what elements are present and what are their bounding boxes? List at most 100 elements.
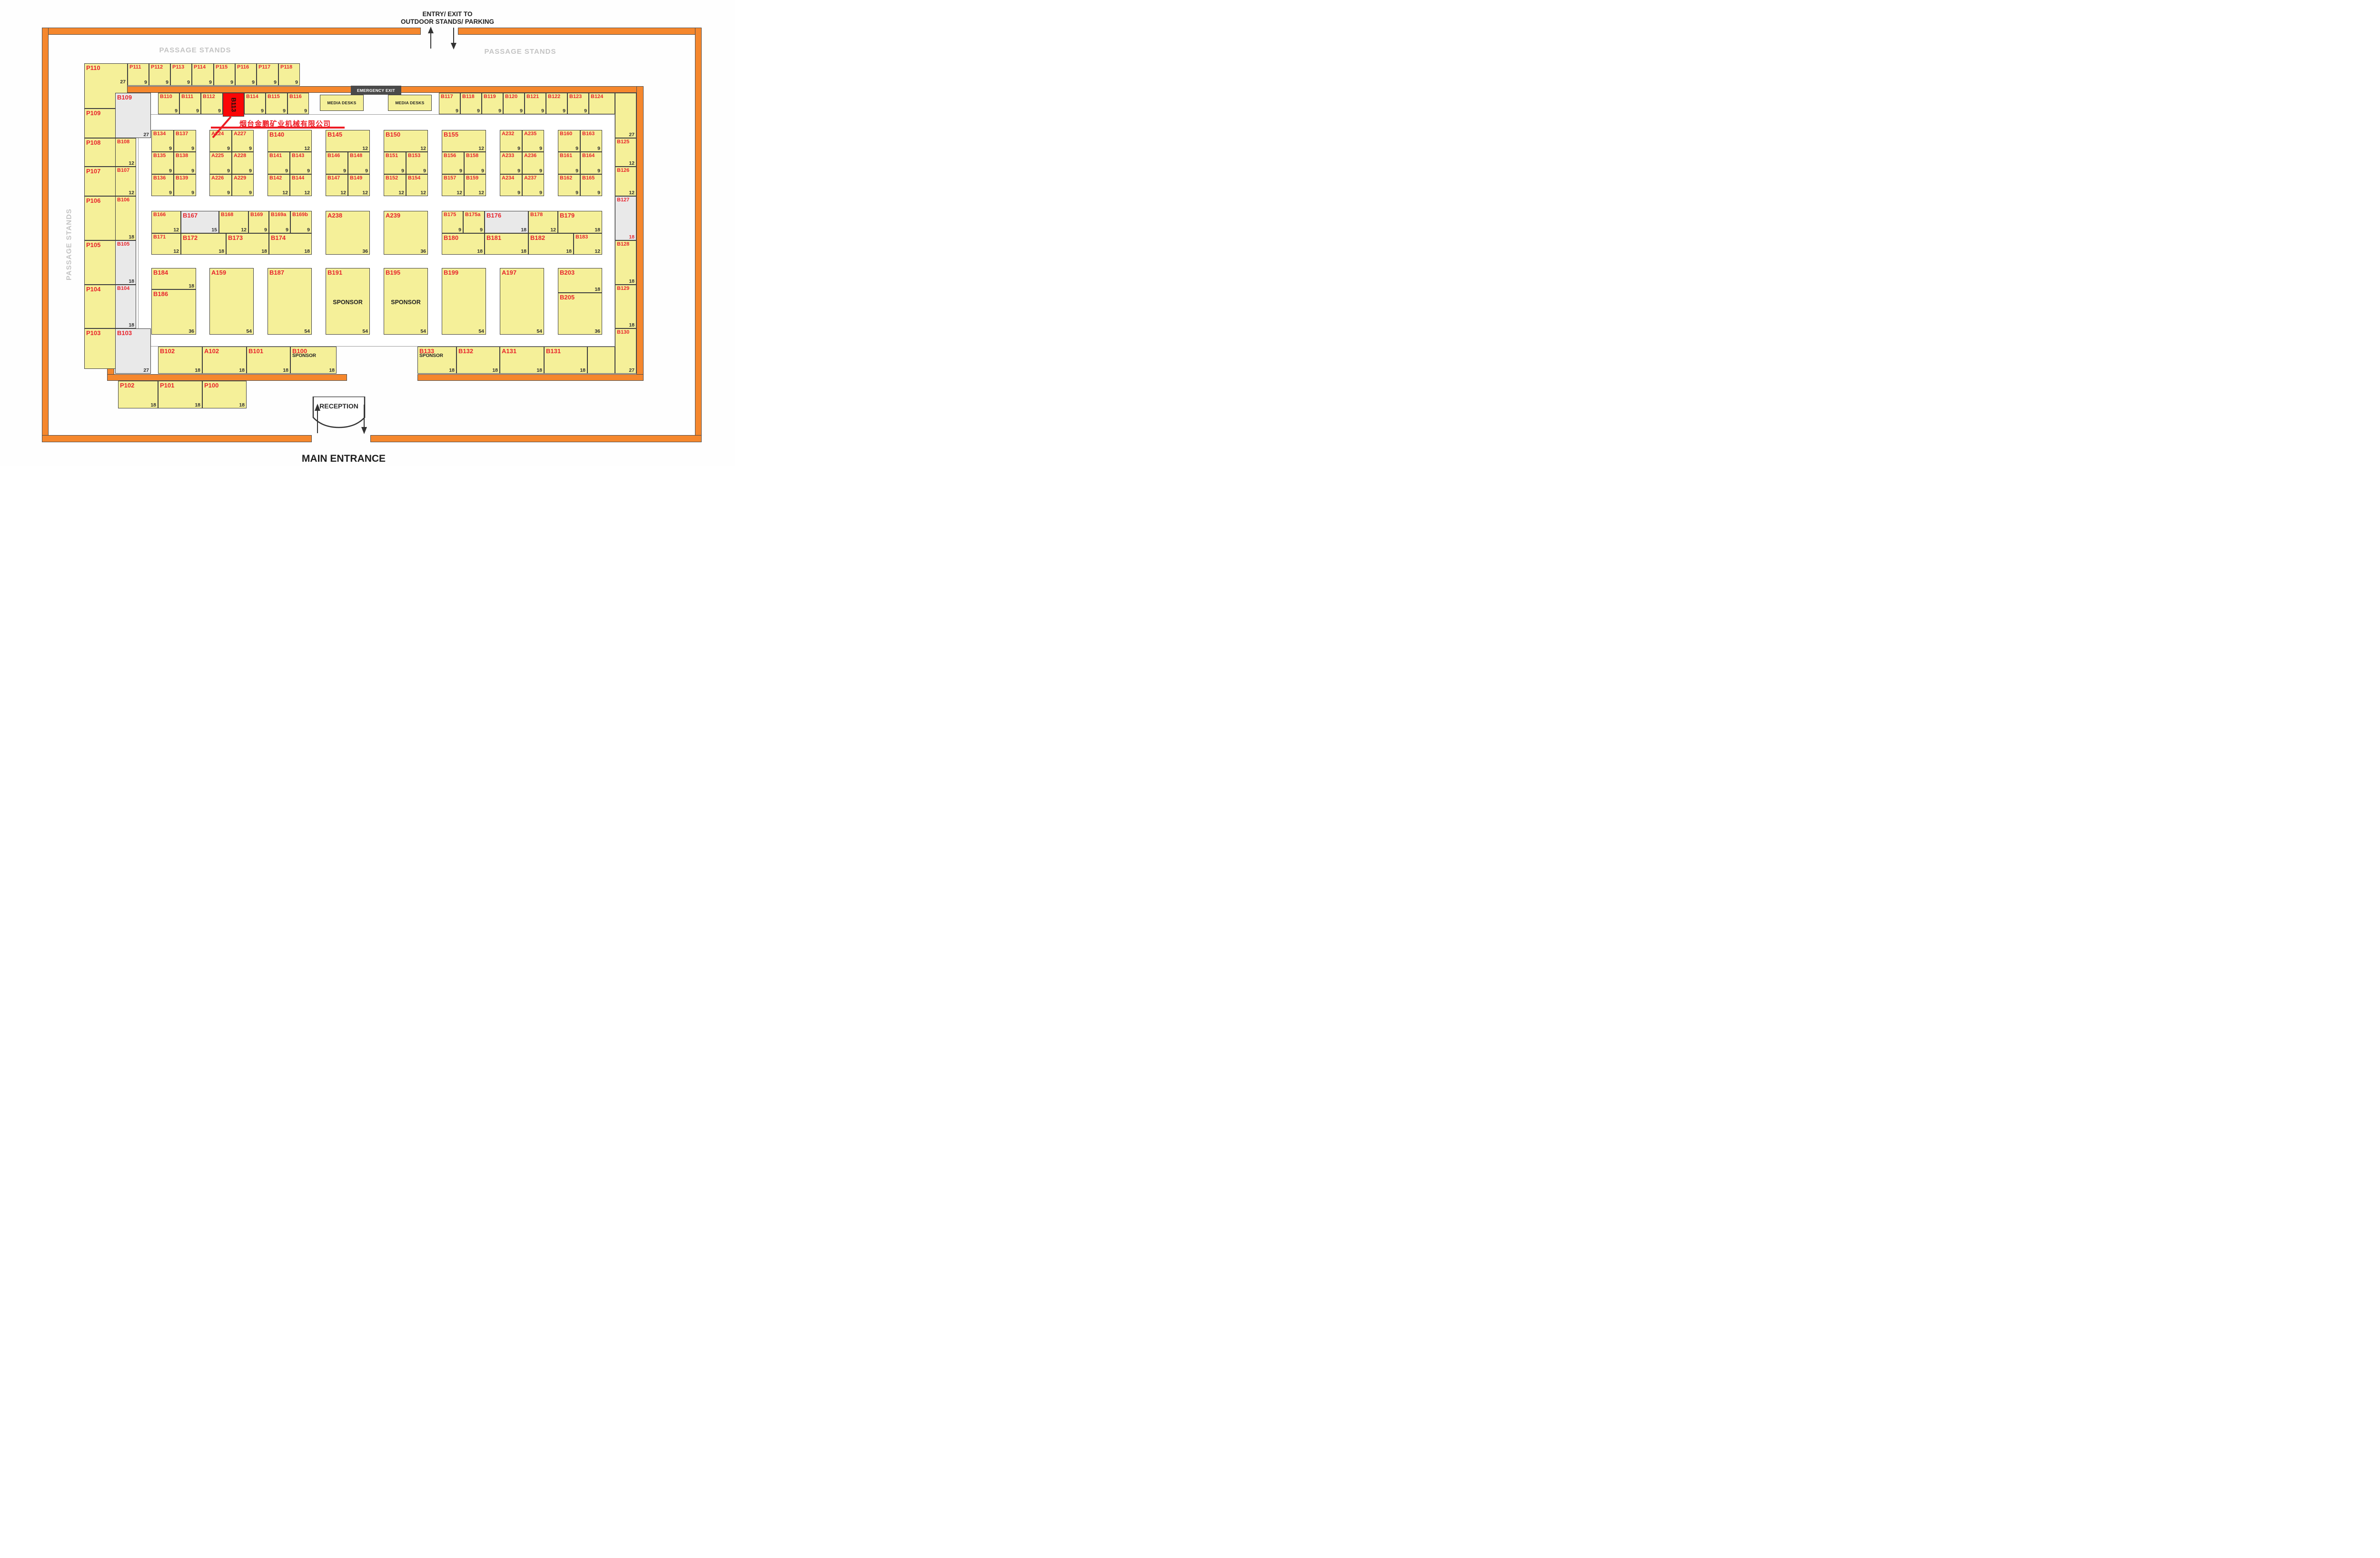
stand-size: 9	[597, 146, 600, 151]
stand-size: 18	[477, 248, 483, 254]
stand-label: A102	[204, 347, 219, 355]
stand-b140: B140 12	[268, 130, 312, 152]
stand-label: B160	[560, 131, 573, 137]
stand-b176: B176 18	[485, 211, 528, 233]
stand-size: 9	[517, 146, 520, 151]
stand-size: 12	[282, 190, 288, 196]
stand-b149: B149 12	[348, 174, 370, 196]
stand-a225: A225 9	[209, 152, 232, 174]
stand-size: 18	[188, 283, 194, 289]
stand-label: A235	[524, 131, 537, 137]
stand-size: 12	[420, 146, 426, 151]
stand-b130: B130 27	[615, 328, 636, 374]
stand-label: B127	[617, 197, 630, 203]
stand-b150: B150 12	[384, 130, 428, 152]
stand-label: A234	[502, 175, 515, 181]
stand-b168: B168 12	[219, 211, 248, 233]
stand-b139: B139 9	[174, 174, 196, 196]
stand-size: 9	[169, 146, 172, 151]
stand-media-desks: MEDIA DESKS	[388, 95, 432, 111]
stand-size: 18	[283, 367, 288, 373]
stand-size: 9	[209, 79, 212, 85]
stand-size: 9	[539, 190, 542, 196]
stand-p101: P101 18	[158, 381, 202, 408]
reception-booth: RECEPTION	[312, 396, 366, 430]
stand-b152: B152 12	[384, 174, 406, 196]
stand-size: 9	[481, 168, 484, 174]
stand-size: 9	[169, 168, 172, 174]
stand-label: B132	[458, 347, 474, 355]
stand-size: 54	[362, 328, 368, 334]
stand-label: B135	[153, 153, 166, 159]
stand-label: P115	[216, 64, 228, 70]
reception-shape	[312, 396, 366, 428]
stand-label: B118	[462, 94, 475, 99]
stand-size: 36	[420, 248, 426, 254]
stand-b144: B144 12	[290, 174, 312, 196]
stand-b179: B179 18	[558, 211, 602, 233]
stand-label: A131	[502, 347, 517, 355]
stand-label: B107	[117, 168, 130, 173]
stand-label: B130	[617, 329, 630, 335]
stand-size: 9	[249, 168, 252, 174]
stand-b108: B108 12	[115, 138, 136, 167]
stand-b205: B205 36	[558, 293, 602, 335]
stand-b151: B151 9	[384, 152, 406, 174]
stand-label: B152	[386, 175, 398, 181]
stand-label: A236	[524, 153, 537, 159]
stand-size: 9	[252, 79, 255, 85]
stand-b119: B119 9	[482, 93, 503, 114]
stand-size: 12	[629, 160, 635, 166]
stand-label: B119	[484, 94, 496, 99]
stand-size: 9	[539, 146, 542, 151]
stand-size: 9	[563, 108, 565, 114]
stand-a159: A159 54	[209, 268, 254, 335]
stand-b101: B101 18	[247, 347, 290, 374]
stand-label: B149	[350, 175, 363, 181]
stand-size: 9	[286, 227, 288, 233]
stand-label: P106	[86, 197, 101, 204]
stand-label: B158	[466, 153, 479, 159]
stand-b183: B183 12	[574, 233, 602, 255]
stand-label: A233	[502, 153, 515, 159]
stand-label: A229	[234, 175, 247, 181]
stand-b136: B136 9	[151, 174, 174, 196]
stand-size: 9	[365, 168, 368, 174]
stand-size: 18	[304, 248, 310, 254]
wall-inner-bottom-left	[107, 374, 347, 381]
reception-label: RECEPTION	[319, 402, 358, 410]
stand-ext	[587, 347, 615, 374]
stand-label: B199	[444, 269, 459, 276]
stand-label: B117	[441, 94, 453, 99]
stand-size: 18	[566, 248, 572, 254]
stand-b199: B199 54	[442, 268, 486, 335]
stand-size: 12	[362, 146, 368, 151]
stand-label: B112	[203, 94, 215, 99]
stand-size: 9	[597, 168, 600, 174]
stand-b122: B122 9	[546, 93, 567, 114]
stand-size: 9	[575, 168, 578, 174]
stand-label: B175	[444, 212, 456, 218]
stand-b114: B114 9	[244, 93, 266, 114]
stand-label: B169b	[292, 212, 308, 218]
stand-label: A238	[327, 212, 343, 219]
stand-label: B181	[486, 234, 502, 241]
stand-size: 9	[166, 79, 169, 85]
stand-size: 9	[459, 168, 462, 174]
stand-b160: B160 9	[558, 130, 580, 152]
stand-label: B161	[560, 153, 573, 159]
stand-b180: B180 18	[442, 233, 485, 255]
stand-b113: B113	[223, 93, 244, 117]
stand-b172: B172 18	[181, 233, 226, 255]
stand-a131: A131 18	[500, 347, 544, 374]
stand-label: B203	[560, 269, 575, 276]
stand-size: 9	[175, 108, 178, 114]
stand-label: B176	[486, 212, 502, 219]
stand-b135: B135 9	[151, 152, 174, 174]
stand-size: 18	[218, 248, 224, 254]
stand-b174: B174 18	[269, 233, 312, 255]
stand-size: 9	[477, 108, 480, 114]
stand-label: B116	[289, 94, 302, 99]
stand-p111: P111 9	[128, 63, 149, 86]
stand-label: B115	[268, 94, 280, 99]
